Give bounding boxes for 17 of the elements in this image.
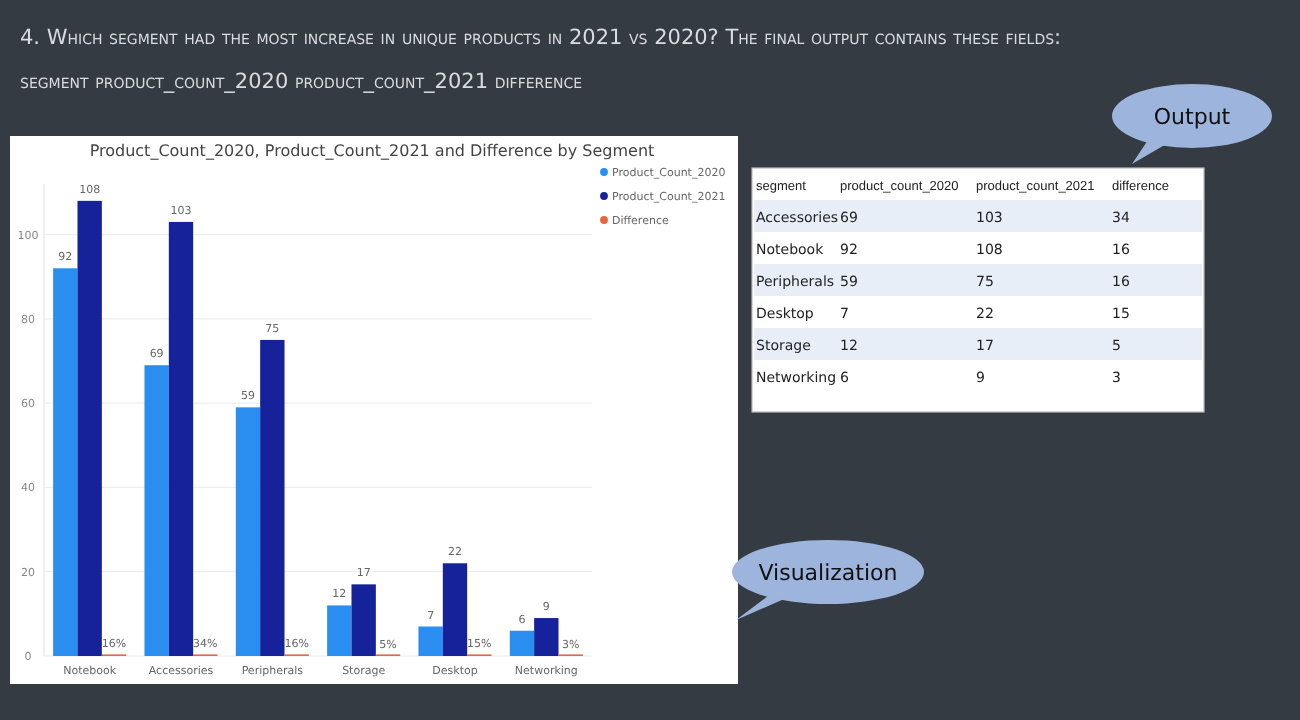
text: segment product_count_2020 product_count_2021 difference [20,70,583,94]
bar [260,339,285,656]
bar [351,584,376,656]
bar [168,221,194,656]
bar [144,365,169,656]
bar [418,626,443,656]
bar [235,407,261,656]
text: Visualization [758,560,898,586]
bar [327,605,352,656]
bar [509,630,535,656]
bar [534,618,559,656]
text: Output [1153,104,1232,130]
bar [77,200,102,656]
bar [53,268,78,656]
chart-title: Product_Count_2020, Product_Count_2021 and Difference by Segment [89,142,655,160]
text: 4. Which segment had the most increase in unique products in 2021 vs 2020? The final output contains these fields: [20,26,1062,50]
bar [442,563,468,656]
